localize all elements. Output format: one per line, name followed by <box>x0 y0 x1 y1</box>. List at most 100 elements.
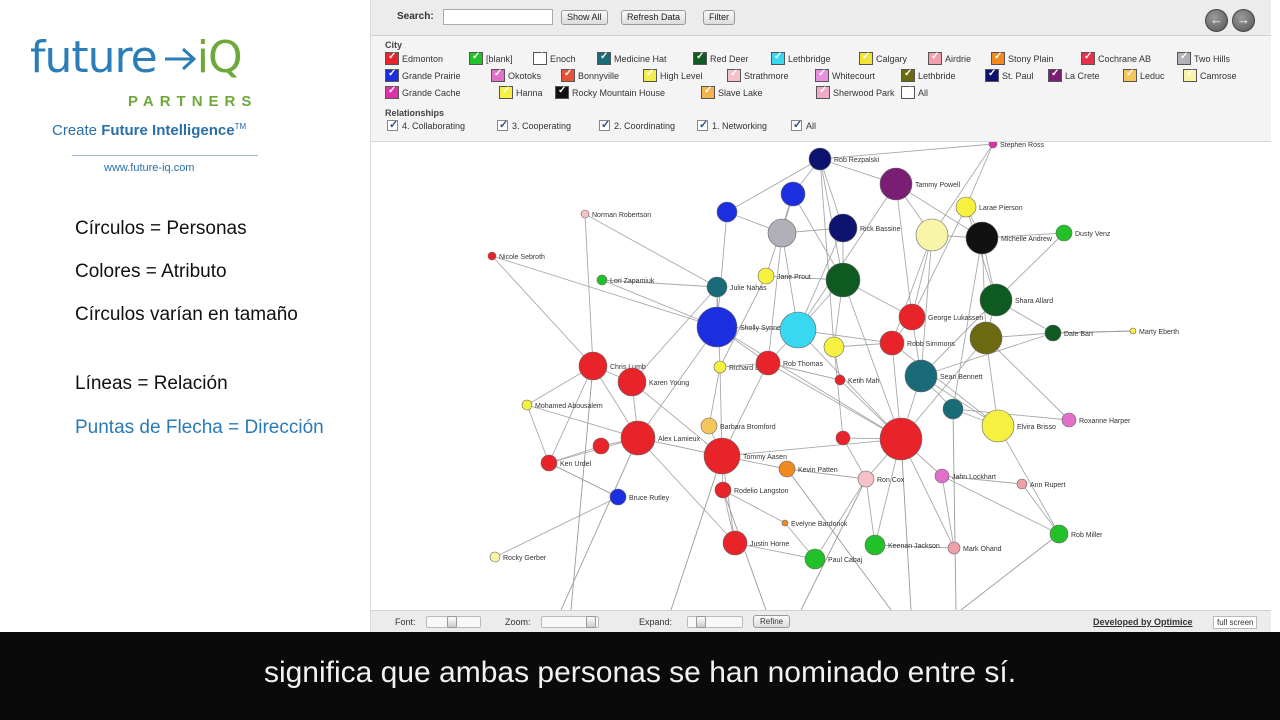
city-checkbox[interactable] <box>643 68 657 82</box>
relationship-checkbox[interactable] <box>697 118 708 132</box>
expand-slider-handle[interactable] <box>696 616 706 628</box>
relationship-filter-item[interactable]: 1. Networking <box>697 118 767 132</box>
city-filter-item[interactable]: Two Hills <box>1177 51 1230 66</box>
person-node[interactable] <box>779 311 817 349</box>
city-checkbox[interactable] <box>701 85 715 99</box>
city-checkbox[interactable] <box>901 68 915 82</box>
city-filter-item[interactable]: Strathmore <box>727 68 789 83</box>
person-node[interactable] <box>857 470 875 488</box>
city-checkbox[interactable] <box>1183 68 1197 82</box>
person-node[interactable] <box>825 262 861 298</box>
city-filter-item[interactable]: Slave Lake <box>701 85 763 100</box>
person-node[interactable] <box>713 360 727 374</box>
city-filter-item[interactable]: Stony Plain <box>991 51 1054 66</box>
person-node[interactable] <box>755 350 781 376</box>
city-checkbox[interactable] <box>533 51 547 65</box>
city-filter-item[interactable]: All <box>901 85 928 100</box>
person-node[interactable] <box>578 351 608 381</box>
relationship-filter-item[interactable]: 2. Coordinating <box>599 118 675 132</box>
person-node[interactable] <box>580 209 590 219</box>
person-node[interactable] <box>778 460 796 478</box>
city-checkbox[interactable] <box>859 51 873 65</box>
zoom-slider[interactable] <box>541 616 599 628</box>
city-filter-item[interactable]: Lethbridge <box>771 51 831 66</box>
arrow-left-icon[interactable]: ← <box>1205 9 1228 32</box>
person-node[interactable] <box>696 306 738 348</box>
person-node[interactable] <box>1061 412 1077 428</box>
person-node[interactable] <box>879 330 905 356</box>
person-node[interactable] <box>835 430 851 446</box>
font-slider-handle[interactable] <box>447 616 457 628</box>
person-node[interactable] <box>808 147 832 171</box>
city-filter-item[interactable]: Rocky Mountain House <box>555 85 665 100</box>
person-node[interactable] <box>947 541 961 555</box>
city-checkbox[interactable] <box>385 68 399 82</box>
person-node[interactable] <box>521 399 533 411</box>
person-node[interactable] <box>979 283 1013 317</box>
person-node[interactable] <box>714 481 732 499</box>
person-node[interactable] <box>823 336 845 358</box>
relationship-filter-item[interactable]: 3. Cooperating <box>497 118 571 132</box>
city-checkbox[interactable] <box>727 68 741 82</box>
person-node[interactable] <box>934 468 950 484</box>
person-node[interactable] <box>915 218 949 252</box>
person-node[interactable] <box>965 221 999 255</box>
person-node[interactable] <box>1044 324 1062 342</box>
city-checkbox[interactable] <box>1177 51 1191 65</box>
person-node[interactable] <box>757 267 775 285</box>
city-filter-item[interactable]: Calgary <box>859 51 907 66</box>
person-node[interactable] <box>767 218 797 248</box>
font-slider[interactable] <box>426 616 481 628</box>
person-node[interactable] <box>540 454 558 472</box>
city-checkbox[interactable] <box>771 51 785 65</box>
city-checkbox[interactable] <box>555 85 569 99</box>
city-filter-item[interactable]: Bonnyville <box>561 68 619 83</box>
person-node[interactable] <box>988 142 998 149</box>
person-node[interactable] <box>1055 224 1073 242</box>
city-filter-item[interactable]: Camrose <box>1183 68 1237 83</box>
city-checkbox[interactable] <box>597 51 611 65</box>
city-filter-item[interactable]: Lethbride <box>901 68 956 83</box>
city-checkbox[interactable] <box>991 51 1005 65</box>
refine-button[interactable]: Refine <box>753 615 791 628</box>
relationship-filter-item[interactable]: All <box>791 118 816 132</box>
person-node[interactable] <box>969 321 1003 355</box>
city-checkbox[interactable] <box>693 51 707 65</box>
city-checkbox[interactable] <box>561 68 575 82</box>
city-checkbox[interactable] <box>385 51 399 65</box>
city-filter-item[interactable]: Grande Prairie <box>385 68 461 83</box>
person-node[interactable] <box>955 196 977 218</box>
person-node[interactable] <box>981 409 1015 443</box>
city-checkbox[interactable] <box>928 51 942 65</box>
city-checkbox[interactable] <box>901 85 915 99</box>
city-filter-item[interactable]: Grande Cache <box>385 85 461 100</box>
city-checkbox[interactable] <box>816 85 830 99</box>
developed-by-link[interactable]: Developed by Optimice <box>1093 617 1193 627</box>
city-checkbox[interactable] <box>1048 68 1062 82</box>
relationship-checkbox[interactable] <box>497 118 508 132</box>
person-node[interactable] <box>592 437 610 455</box>
city-filter-item[interactable]: High Level <box>643 68 703 83</box>
person-node[interactable] <box>700 417 718 435</box>
person-node[interactable] <box>487 251 497 261</box>
city-filter-item[interactable]: Enoch <box>533 51 576 66</box>
expand-slider[interactable] <box>687 616 743 628</box>
filter-button[interactable]: Filter <box>703 10 735 25</box>
city-checkbox[interactable] <box>985 68 999 82</box>
city-filter-item[interactable]: Edmonton <box>385 51 443 66</box>
city-filter-item[interactable]: Red Deer <box>693 51 749 66</box>
person-node[interactable] <box>781 519 789 527</box>
person-node[interactable] <box>804 548 826 570</box>
network-graph[interactable]: Rob Rezpalski Tammy Powell Stephen Ross Lar… <box>371 142 1271 610</box>
arrow-right-icon[interactable]: → <box>1232 9 1255 32</box>
relationship-checkbox[interactable] <box>387 118 398 132</box>
city-filter-item[interactable]: Cochrane AB <box>1081 51 1151 66</box>
person-node[interactable] <box>489 551 501 563</box>
city-filter-item[interactable]: Whitecourt <box>815 68 875 83</box>
city-filter-item[interactable]: Okotoks <box>491 68 541 83</box>
full-screen-button[interactable]: full screen <box>1213 616 1258 629</box>
person-node[interactable] <box>620 420 656 456</box>
show-all-button[interactable]: Show All <box>561 10 608 25</box>
person-node[interactable] <box>706 276 728 298</box>
city-filter-item[interactable]: Leduc <box>1123 68 1165 83</box>
